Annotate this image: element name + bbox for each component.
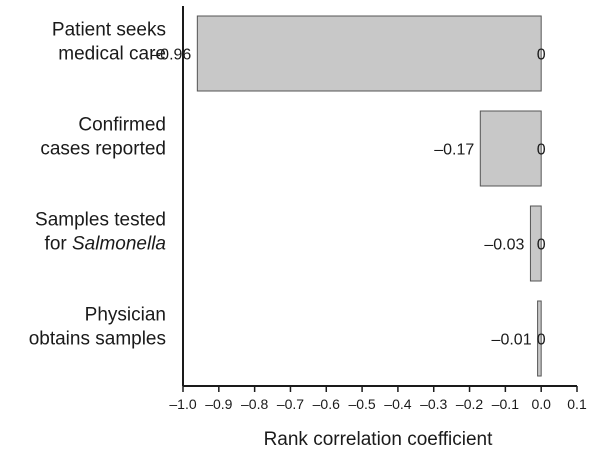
x-tick-label: 0.1: [567, 396, 587, 412]
bar: [537, 300, 542, 377]
category-label: Physician: [85, 305, 166, 326]
category-labels: Patient seeks medical care Confirmed cases …: [29, 20, 166, 350]
x-tick-label: –0.9: [205, 396, 232, 412]
value-labels: –0.96 0 –0.17 0 –0.03 0 –0.01 0: [151, 47, 545, 349]
bar-value-label: –0.96: [151, 47, 191, 64]
bar: [479, 110, 542, 187]
bar: [196, 15, 542, 92]
bar-zero-label: 0: [537, 142, 546, 159]
x-tick-label: –0.1: [492, 396, 519, 412]
category-label: Samples tested: [35, 210, 166, 231]
bar-zero-label: 0: [537, 332, 546, 349]
bar-value-label: –0.03: [484, 237, 524, 254]
x-tick-label: –1.0: [169, 396, 196, 412]
bar: [529, 205, 542, 282]
x-tick-label: –0.5: [348, 396, 375, 412]
x-tick-label: –0.3: [420, 396, 447, 412]
bar-zero-label: 0: [537, 237, 546, 254]
x-tick-label: –0.7: [277, 396, 304, 412]
x-tick-label: –0.6: [313, 396, 340, 412]
x-tick-label: –0.4: [384, 396, 411, 412]
bar-value-label: –0.17: [434, 142, 474, 159]
x-axis-title: Rank correlation coefficient: [264, 429, 494, 450]
category-label: for Salmonella: [45, 234, 166, 255]
bar-value-label: –0.01: [492, 332, 532, 349]
x-tick-label: 0.0: [531, 396, 551, 412]
category-label: medical care: [58, 44, 166, 65]
x-axis-ticks: –1.0 –0.9 –0.8 –0.7 –0.6 –0.5 –0.4 –0.3 –0.2 –0.1…: [169, 386, 587, 412]
bars-group: [196, 15, 542, 377]
category-label: cases reported: [40, 139, 166, 160]
category-label: Patient seeks: [52, 20, 166, 41]
bar-zero-label: 0: [537, 47, 546, 64]
x-tick-label: –0.2: [456, 396, 483, 412]
x-tick-label: –0.8: [241, 396, 268, 412]
category-label: Confirmed: [78, 115, 166, 136]
category-label: obtains samples: [29, 329, 166, 350]
